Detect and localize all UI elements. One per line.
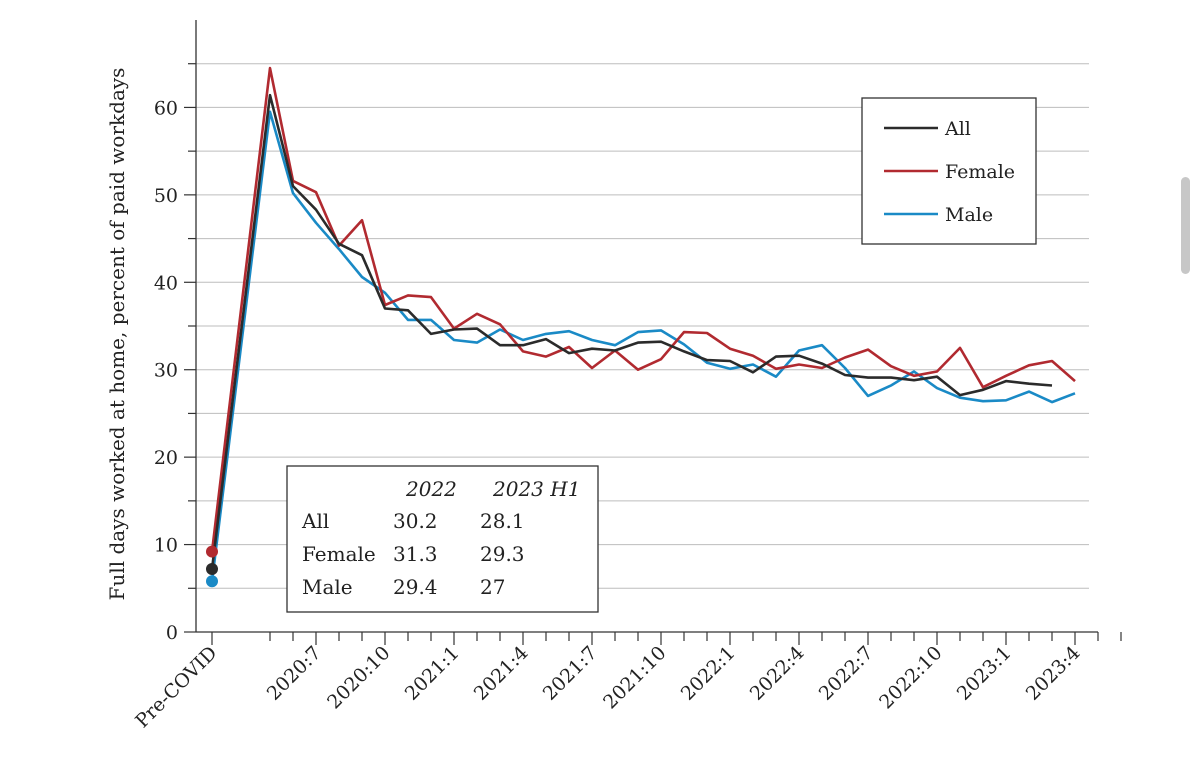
y-tick-label: 10 — [154, 535, 178, 557]
y-tick-label: 50 — [154, 185, 178, 207]
series-line-female — [210, 66, 1076, 552]
summary-table: 2022 2023 H1 All 30.2 28.1 Female 31.3 29.3 Male… — [286, 465, 599, 613]
pre-covid-point-male — [206, 575, 218, 588]
legend-label-female: Female — [945, 161, 1015, 183]
x-tick-label: 2022:10 — [875, 642, 946, 713]
x-tick-label: 2021:7 — [539, 642, 602, 705]
pre-covid-point-all — [206, 563, 218, 576]
x-tick-label: Pre-COVID — [131, 642, 221, 732]
table-header: 2023 H1 — [492, 477, 580, 501]
legend: All Female Male — [861, 97, 1037, 245]
series-line-all — [210, 93, 1053, 570]
series-lines — [210, 66, 1076, 582]
y-tick-label: 20 — [154, 447, 178, 469]
x-tick-label: 2021:10 — [599, 642, 670, 713]
legend-label-all: All — [944, 118, 971, 140]
y-tick-label: 40 — [154, 272, 178, 294]
table-cell: 30.2 — [393, 509, 438, 533]
scrollbar-thumb[interactable] — [1181, 177, 1190, 274]
legend-label-male: Male — [945, 204, 993, 226]
table-cell: 27 — [480, 575, 505, 599]
pre-covid-points — [206, 545, 218, 588]
x-tick-label: 2022:7 — [815, 642, 878, 705]
x-tick-label: 2021:4 — [470, 642, 533, 705]
x-tick-label: 2020:10 — [323, 642, 394, 713]
x-tick-label: 2023:4 — [1022, 642, 1085, 705]
table-cell: 28.1 — [480, 509, 525, 533]
x-tick-label: 2022:1 — [677, 642, 740, 705]
x-tick-label: 2022:4 — [746, 642, 809, 705]
table-row-label: Female — [302, 542, 376, 566]
table-row-label: Male — [302, 575, 353, 599]
series-line-male — [210, 110, 1076, 582]
table-cell: 31.3 — [393, 542, 438, 566]
y-axis-title: Full days worked at home, percent of pai… — [105, 68, 129, 601]
table-cell: 29.4 — [393, 575, 438, 599]
x-tick-label: 2020:7 — [263, 642, 326, 705]
summary-table-box — [286, 465, 599, 613]
y-tick-label: 60 — [154, 97, 178, 119]
pre-covid-point-female — [206, 545, 218, 558]
table-cell: 29.3 — [480, 542, 525, 566]
x-tick-label: 2021:1 — [401, 642, 464, 705]
x-tick-label: 2023:1 — [953, 642, 1016, 705]
y-tick-label: 0 — [166, 622, 178, 644]
y-tick-label: 30 — [154, 360, 178, 382]
table-row-label: All — [301, 509, 329, 533]
table-header: 2022 — [405, 477, 457, 501]
